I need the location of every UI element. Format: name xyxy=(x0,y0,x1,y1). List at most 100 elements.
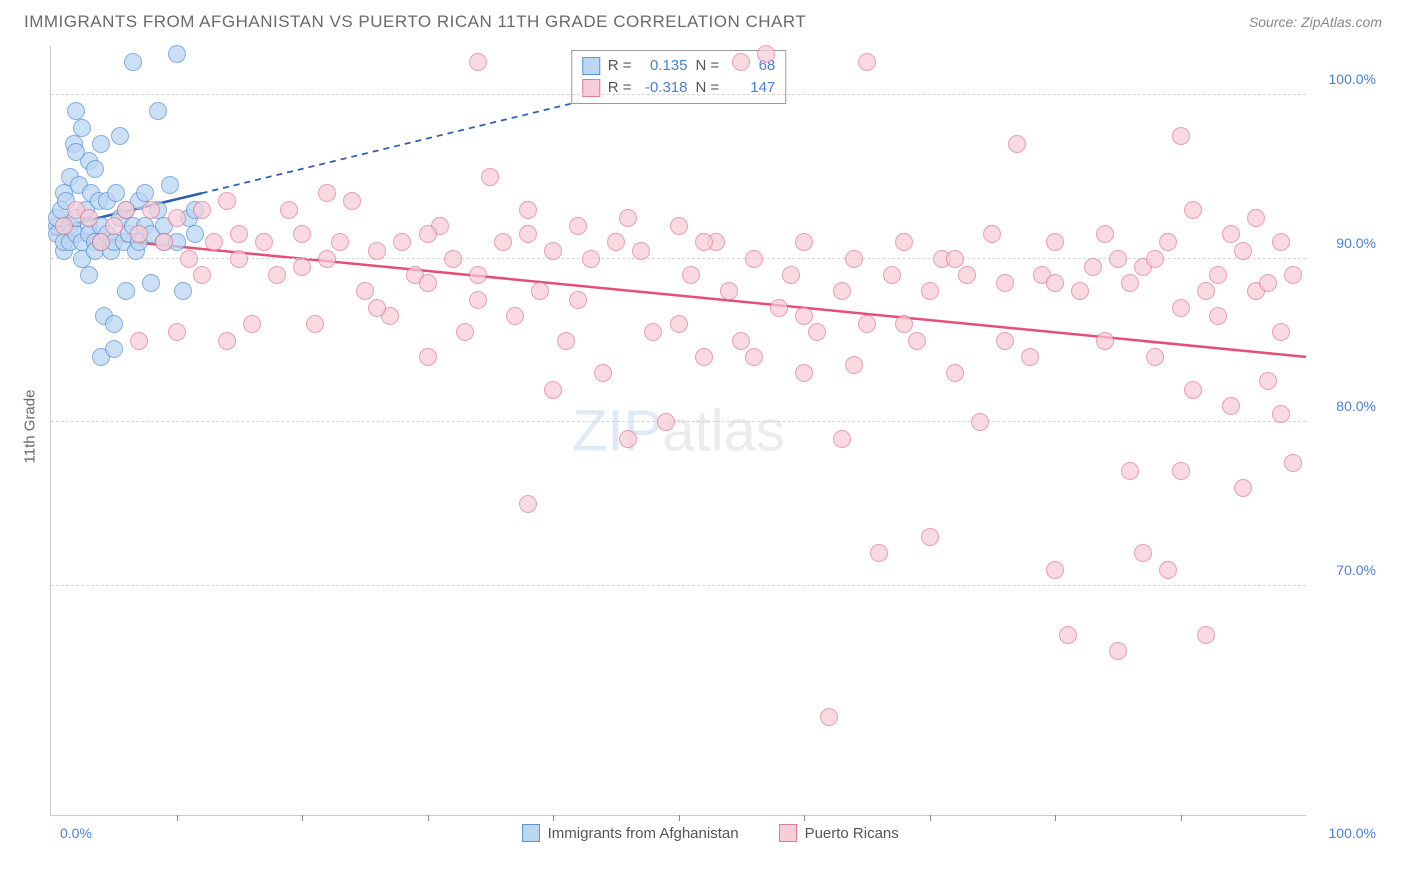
x-tick-mark xyxy=(428,815,429,821)
data-point xyxy=(107,184,125,202)
data-point xyxy=(971,413,989,431)
data-point xyxy=(117,282,135,300)
data-point xyxy=(745,348,763,366)
data-point xyxy=(218,332,236,350)
data-point xyxy=(86,160,104,178)
correlation-legend: R =0.135N =68R =-0.318N =147 xyxy=(571,50,787,104)
data-point xyxy=(519,201,537,219)
data-point xyxy=(1109,642,1127,660)
data-point xyxy=(117,201,135,219)
data-point xyxy=(136,184,154,202)
data-point xyxy=(594,364,612,382)
data-point xyxy=(946,250,964,268)
data-point xyxy=(619,209,637,227)
data-point xyxy=(193,266,211,284)
data-point xyxy=(1209,266,1227,284)
x-axis-min-label: 0.0% xyxy=(60,825,92,841)
data-point xyxy=(318,184,336,202)
data-point xyxy=(1008,135,1026,153)
data-point xyxy=(92,135,110,153)
trend-lines xyxy=(51,46,1306,815)
data-point xyxy=(67,143,85,161)
data-point xyxy=(92,233,110,251)
data-point xyxy=(230,250,248,268)
data-point xyxy=(820,708,838,726)
data-point xyxy=(469,53,487,71)
data-point xyxy=(1096,332,1114,350)
grid-line xyxy=(51,94,1306,95)
data-point xyxy=(494,233,512,251)
y-tick-label: 100.0% xyxy=(1316,71,1376,87)
scatter-plot: ZIPatlas R =0.135N =68R =-0.318N =147 70… xyxy=(50,46,1306,816)
data-point xyxy=(130,225,148,243)
data-point xyxy=(1084,258,1102,276)
data-point xyxy=(833,430,851,448)
data-point xyxy=(293,225,311,243)
data-point xyxy=(1046,233,1064,251)
data-point xyxy=(1059,626,1077,644)
y-tick-label: 80.0% xyxy=(1316,398,1376,414)
data-point xyxy=(921,528,939,546)
data-point xyxy=(168,45,186,63)
data-point xyxy=(619,430,637,448)
data-point xyxy=(1071,282,1089,300)
data-point xyxy=(331,233,349,251)
source-label: Source: ZipAtlas.com xyxy=(1249,14,1382,30)
data-point xyxy=(833,282,851,300)
data-point xyxy=(908,332,926,350)
data-point xyxy=(544,381,562,399)
x-tick-mark xyxy=(804,815,805,821)
data-point xyxy=(745,250,763,268)
data-point xyxy=(142,201,160,219)
data-point xyxy=(569,291,587,309)
data-point xyxy=(544,242,562,260)
data-point xyxy=(870,544,888,562)
data-point xyxy=(1172,127,1190,145)
data-point xyxy=(1234,479,1252,497)
series-legend: Immigrants from Afghanistan Puerto Ricans xyxy=(522,824,899,842)
data-point xyxy=(255,233,273,251)
x-axis-max-label: 100.0% xyxy=(1329,825,1376,841)
data-point xyxy=(632,242,650,260)
data-point xyxy=(419,225,437,243)
data-point xyxy=(670,217,688,235)
data-point xyxy=(996,274,1014,292)
data-point xyxy=(1184,381,1202,399)
data-point xyxy=(1272,233,1290,251)
data-point xyxy=(858,315,876,333)
data-point xyxy=(770,299,788,317)
data-point xyxy=(1234,242,1252,260)
data-point xyxy=(356,282,374,300)
data-point xyxy=(419,274,437,292)
data-point xyxy=(732,53,750,71)
x-tick-mark xyxy=(930,815,931,821)
data-point xyxy=(80,209,98,227)
x-tick-mark xyxy=(1181,815,1182,821)
legend-label: Puerto Ricans xyxy=(805,825,899,842)
data-point xyxy=(1209,307,1227,325)
data-point xyxy=(895,315,913,333)
data-point xyxy=(1284,266,1302,284)
y-tick-label: 90.0% xyxy=(1316,235,1376,251)
data-point xyxy=(795,233,813,251)
data-point xyxy=(280,201,298,219)
data-point xyxy=(1096,225,1114,243)
data-point xyxy=(1284,454,1302,472)
data-point xyxy=(186,225,204,243)
data-point xyxy=(845,250,863,268)
data-point xyxy=(1109,250,1127,268)
data-point xyxy=(130,332,148,350)
data-point xyxy=(1259,274,1277,292)
data-point xyxy=(293,258,311,276)
data-point xyxy=(695,348,713,366)
data-point xyxy=(55,217,73,235)
y-tick-label: 70.0% xyxy=(1316,562,1376,578)
data-point xyxy=(1184,201,1202,219)
data-point xyxy=(111,127,129,145)
legend-label: Immigrants from Afghanistan xyxy=(548,825,739,842)
watermark: ZIPatlas xyxy=(572,397,785,464)
data-point xyxy=(105,340,123,358)
data-point xyxy=(657,413,675,431)
legend-swatch xyxy=(522,824,540,842)
data-point xyxy=(73,119,91,137)
